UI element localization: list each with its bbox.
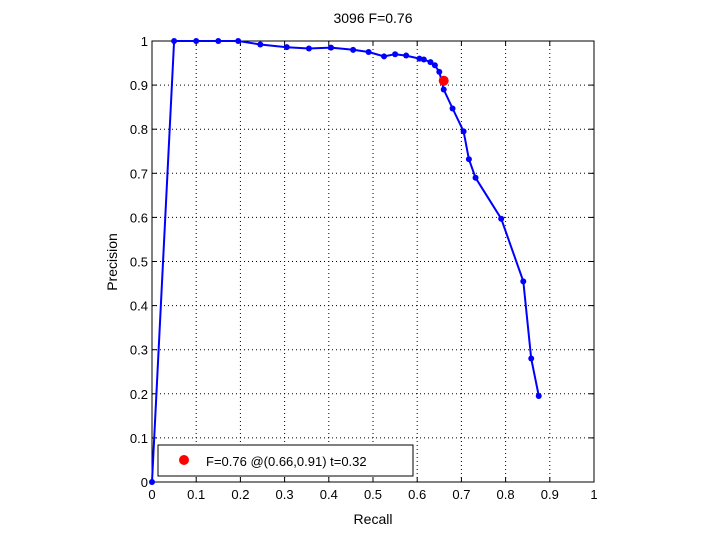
- highlight-layer: [438, 75, 449, 86]
- y-tick-label: 0: [141, 475, 148, 490]
- y-tick-label: 0.1: [130, 431, 148, 446]
- y-tick-label: 0.9: [130, 78, 148, 93]
- x-tick-label: 0.1: [187, 487, 205, 502]
- y-tick-label: 0.4: [130, 299, 148, 314]
- chart-title: 3096 F=0.76: [333, 10, 412, 26]
- data-point: [235, 38, 242, 44]
- x-ticks: 0 0.1 0.2 0.3 0.4 0.5 0.6 0.7 0.8 0.9 1: [148, 41, 598, 502]
- y-tick-label: 0.6: [130, 210, 148, 225]
- y-tick-label: 0.2: [130, 387, 148, 402]
- data-point: [427, 59, 434, 66]
- x-tick-label: 0.9: [541, 487, 559, 502]
- x-tick-label: 1: [590, 487, 597, 502]
- data-point: [520, 278, 527, 285]
- data-point: [283, 44, 290, 51]
- x-tick-label: 0.3: [276, 487, 294, 502]
- data-point: [460, 128, 467, 135]
- data-point: [436, 68, 443, 75]
- data-point: [528, 355, 535, 362]
- x-tick-label: 0.2: [231, 487, 249, 502]
- x-axis-label: Recall: [354, 511, 393, 527]
- series-line: [151, 40, 540, 483]
- x-tick-label: 0: [148, 487, 155, 502]
- data-point: [328, 44, 335, 51]
- y-tick-label: 0.7: [130, 166, 148, 181]
- data-point: [392, 51, 399, 58]
- best-f-point: [438, 75, 449, 86]
- x-tick-label: 0.5: [364, 487, 382, 502]
- data-point: [193, 38, 200, 44]
- y-tick-label: 0.3: [130, 343, 148, 358]
- data-point: [440, 86, 447, 93]
- data-point: [305, 45, 312, 52]
- legend: F=0.76 @(0.66,0.91) t=0.32: [157, 444, 414, 477]
- y-tick-label: 0.5: [130, 255, 148, 270]
- series-layer: [149, 38, 542, 485]
- data-point: [350, 46, 357, 53]
- data-point: [171, 38, 178, 44]
- data-point: [365, 49, 372, 56]
- legend-label: F=0.76 @(0.66,0.91) t=0.32: [206, 454, 367, 469]
- data-point: [472, 174, 479, 181]
- x-tick-label: 0.6: [408, 487, 426, 502]
- x-tick-label: 0.8: [497, 487, 515, 502]
- legend-box: [157, 444, 414, 477]
- y-tick-label: 1: [141, 34, 148, 49]
- data-point: [215, 38, 222, 44]
- y-tick-label: 0.8: [130, 122, 148, 137]
- data-point: [416, 55, 423, 62]
- data-point: [431, 62, 438, 69]
- grid-lines: [152, 41, 594, 482]
- y-ticks: 0 0.1 0.2 0.3 0.4 0.5 0.6 0.7 0.8 0.9 1: [130, 34, 594, 490]
- y-axis-label: Precision: [104, 233, 120, 291]
- data-point: [149, 479, 155, 485]
- data-point: [381, 53, 388, 60]
- legend-marker: [179, 455, 189, 465]
- data-point: [257, 41, 264, 48]
- data-point: [465, 156, 472, 163]
- x-tick-label: 0.4: [320, 487, 338, 502]
- x-tick-label: 0.7: [452, 487, 470, 502]
- data-point: [403, 52, 410, 59]
- data-point: [535, 393, 542, 400]
- data-point: [498, 215, 505, 222]
- data-point: [449, 105, 456, 112]
